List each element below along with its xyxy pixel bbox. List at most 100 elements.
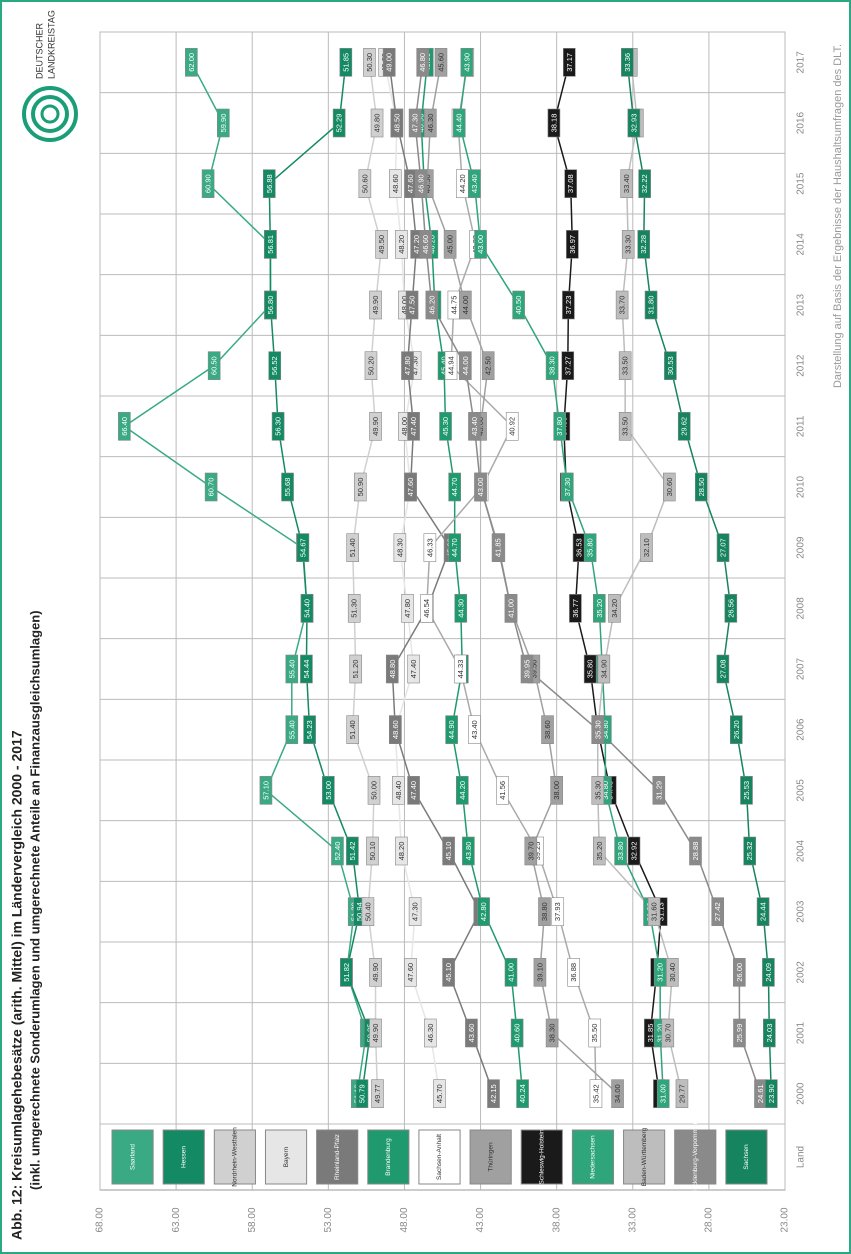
x-tick-label: 2000 [796,1082,807,1105]
value-box [689,836,702,866]
value-label: 51.40 [348,538,357,557]
value-box [331,836,344,866]
value-label: 47.60 [406,174,415,193]
value-label: 37.80 [555,417,564,436]
value-label: 48.20 [397,842,406,861]
value-label: 29.62 [680,417,689,436]
value-label: 46.60 [421,235,430,254]
value-box [339,48,353,77]
value-box [454,654,467,684]
value-box [562,290,575,320]
value-label: 50.90 [356,478,365,497]
value-label: 60.90 [204,174,213,193]
value-box [487,1079,500,1108]
value-label: 47.40 [409,417,418,436]
value-label: 51.30 [350,599,359,618]
value-box [608,594,621,623]
legend-label: Sachsen [743,1144,750,1170]
value-box [358,169,372,198]
value-box [663,472,676,502]
value-box [637,230,651,259]
value-box [419,230,433,259]
value-box [300,594,314,623]
value-box [468,412,481,441]
value-label: 47.80 [403,599,412,618]
value-label: 49.80 [373,114,382,133]
value-label: 54.40 [303,599,312,618]
legend-swatch [623,1129,666,1185]
value-label: 38.18 [549,114,558,133]
rotated-chart: Abb. 12: Kreisumlagehebesätze (arith. Mi… [9,10,844,1240]
value-label: 33.50 [621,356,630,375]
legend-label: Thüringen [487,1142,494,1172]
value-box [694,472,708,502]
value-box [460,48,474,77]
value-label: 46.33 [425,538,434,557]
value-box [505,412,519,441]
value-box [563,48,576,77]
value-box [652,776,666,805]
value-label: 37.93 [553,902,562,921]
value-label: 25.99 [735,1024,744,1043]
value-box [118,412,131,441]
logo-text: DEUTSCHER [34,22,44,79]
value-label: 33.36 [623,53,632,72]
value-box [538,897,551,926]
value-label: 45.10 [444,842,453,861]
value-label: 45.10 [444,963,453,982]
value-box [439,412,452,441]
value-box [268,351,282,380]
value-label: 33.50 [621,417,630,436]
y-tick-label: 43.00 [475,1207,486,1232]
value-label: 43.00 [476,478,485,497]
value-label: 31.85 [646,1024,655,1043]
value-label: 25.32 [745,842,754,861]
value-box [677,412,691,441]
value-box [618,412,632,441]
legend-label: Sachsen-Anhalt [436,1134,443,1180]
value-label: 39.70 [526,842,535,861]
value-label: 54.44 [302,660,311,679]
value-box [370,108,384,138]
value-box [364,351,378,380]
value-label: 23.90 [767,1084,776,1103]
value-label: 31.13 [657,902,666,921]
value-label: 31.20 [656,1024,665,1043]
value-label: 56.88 [265,174,274,193]
value-box [675,1079,689,1108]
value-label: 49.77 [373,1084,382,1103]
value-box [533,958,547,987]
value-label: 47.50 [408,296,417,315]
value-label: 38.30 [548,356,557,375]
value-box [420,594,433,623]
value-label: 49.90 [371,417,380,436]
value-box [363,48,376,77]
value-label: 56.81 [266,235,275,254]
value-box [264,230,277,259]
value-box [185,48,198,77]
value-label: 32.10 [642,538,651,557]
x-tick-label: 2014 [796,233,807,256]
value-box [474,230,487,259]
value-label: 50.40 [363,902,372,921]
logo-text: LANDKREISTAG [46,10,56,79]
x-tick-label: 2012 [796,354,807,377]
value-box [389,169,402,198]
value-label: 41.00 [506,599,515,618]
value-box [588,1018,602,1048]
value-box [524,836,538,866]
value-label: 25.53 [742,781,751,800]
value-label: 50.20 [366,356,375,375]
value-label: 42.15 [489,1084,498,1103]
value-label: 50.79 [357,1084,366,1103]
value-label: 34.80 [601,720,610,739]
value-box [468,169,481,198]
value-label: 30.53 [666,356,675,375]
value-box [545,351,559,380]
value-box [547,108,561,138]
value-label: 51.85 [341,53,350,72]
value-label: 40.60 [513,1024,522,1043]
value-box [477,897,490,926]
legend-swatch [725,1129,768,1185]
value-box [638,169,651,198]
